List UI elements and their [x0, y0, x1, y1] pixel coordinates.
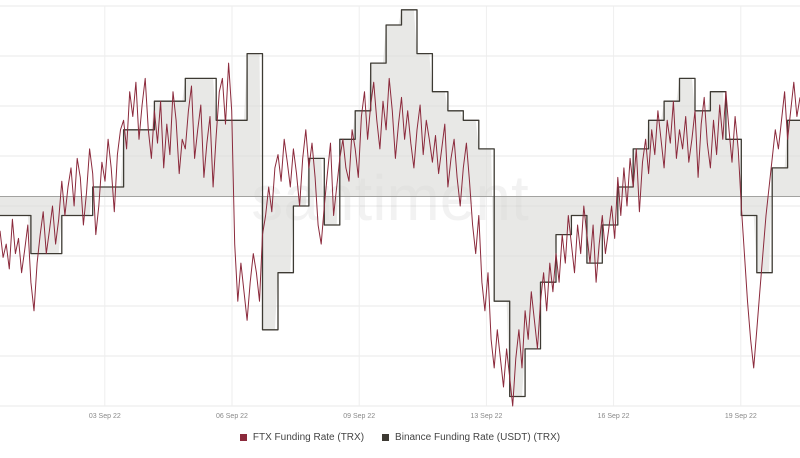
- difference-fill: [0, 9, 800, 397]
- x-tick-label: 16 Sep 22: [598, 413, 630, 420]
- legend-swatch-ftx: [239, 434, 247, 441]
- legend-label-binance: Binance Funding Rate (USDT) (TRX): [395, 432, 561, 443]
- x-tick-label: 09 Sep 22: [343, 413, 375, 420]
- x-tick-label: 03 Sep 22: [89, 413, 121, 420]
- legend-label-ftx: FTX Funding Rate (TRX): [252, 432, 365, 443]
- chart-legend: FTX Funding Rate (TRX) Binance Funding R…: [0, 432, 800, 443]
- area-fill-binance: [0, 9, 800, 397]
- x-axis-ticks: 03 Sep 22 06 Sep 22 09 Sep 22 13 Sep 22 16 S…: [89, 413, 757, 420]
- series-line-ftx: [0, 62, 800, 407]
- legend-item-binance[interactable]: Binance Funding Rate (USDT) (TRX): [382, 432, 560, 443]
- series-lines: [0, 9, 800, 407]
- x-tick-label: 19 Sep 22: [725, 413, 757, 420]
- legend-item-ftx[interactable]: FTX Funding Rate (TRX): [239, 432, 365, 443]
- series-line-binance: [0, 9, 800, 398]
- x-tick-label: 06 Sep 22: [216, 413, 248, 420]
- x-tick-label: 13 Sep 22: [470, 413, 502, 420]
- legend-swatch-binance: [382, 434, 390, 441]
